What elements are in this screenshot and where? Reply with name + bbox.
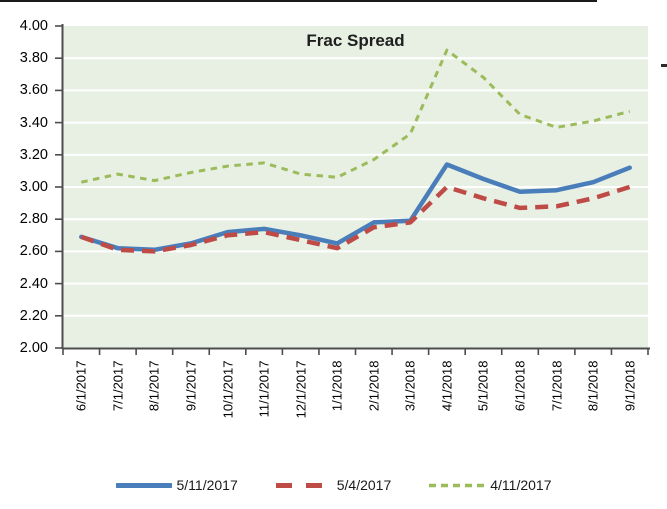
legend-label-series-3: 4/11/2017 (490, 477, 552, 493)
y-tick-label: 4.00 (19, 18, 48, 34)
y-tick-label: 2.80 (19, 211, 48, 228)
y-tick-label: 3.40 (19, 114, 48, 131)
y-tick-label: 3.80 (19, 50, 48, 67)
x-tick-label: 12/1/2017 (293, 360, 309, 419)
x-tick-label: 9/1/2018 (622, 360, 638, 412)
y-tick-label: 2.00 (19, 340, 48, 356)
top-border-line (0, 0, 597, 2)
legend-item-series-3: 4/11/2017 (429, 477, 552, 493)
x-tick-label: 8/1/2018 (585, 360, 601, 412)
x-tick-label: 7/1/2017 (110, 360, 126, 412)
right-edge-artifact (661, 64, 667, 67)
x-tick-label: 2/1/2018 (366, 360, 382, 412)
legend-swatch-dashed-line (275, 482, 332, 488)
x-tick-label: 9/1/2017 (183, 360, 199, 412)
legend-label-series-2: 5/4/2017 (336, 477, 392, 493)
x-tick-label: 8/1/2017 (146, 360, 162, 412)
y-tick-label: 2.20 (19, 307, 48, 324)
x-tick-label: 10/1/2017 (220, 360, 236, 419)
x-tick-label: 3/1/2018 (402, 360, 418, 412)
chart-title: Frac Spread (306, 31, 405, 50)
legend-swatch-solid-line (115, 482, 172, 488)
x-tick-label: 6/1/2017 (73, 360, 89, 412)
x-tick-label: 1/1/2018 (329, 360, 345, 412)
y-tick-label: 3.00 (19, 179, 48, 195)
legend-label-series-1: 5/11/2017 (176, 477, 238, 493)
y-tick-label: 3.60 (19, 82, 48, 99)
x-tick-label: 4/1/2018 (439, 360, 455, 412)
x-tick-label: 11/1/2017 (256, 360, 272, 418)
legend-swatch-dotted-line (429, 483, 486, 487)
y-tick-label: 2.60 (19, 243, 48, 260)
y-tick-label: 2.40 (19, 275, 48, 292)
x-tick-label: 5/1/2018 (475, 360, 491, 412)
legend: 5/11/2017 5/4/2017 4/11/2017 (0, 474, 667, 496)
legend-item-series-1: 5/11/2017 (115, 477, 238, 493)
x-tick-label: 7/1/2018 (549, 360, 565, 412)
y-tick-label: 3.20 (19, 146, 48, 163)
legend-item-series-2: 5/4/2017 (275, 477, 392, 493)
x-tick-label: 6/1/2018 (512, 360, 528, 412)
